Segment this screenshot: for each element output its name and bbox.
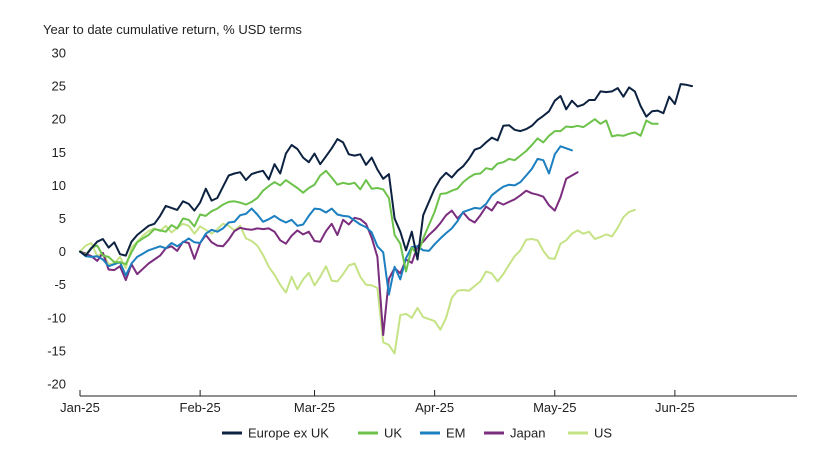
y-tick-label: 30	[52, 46, 66, 61]
y-tick-label: -15	[47, 343, 66, 358]
series-line-em	[79, 145, 573, 296]
legend-label: US	[594, 426, 612, 441]
chart-title: Year to date cumulative return, % USD te…	[43, 22, 302, 37]
y-tick-label: -10	[47, 310, 66, 325]
x-tick-label: Jun-25	[655, 400, 695, 415]
y-tick-label: 15	[52, 145, 66, 160]
y-tick-label: 10	[52, 178, 66, 193]
x-tick-label: May-25	[533, 400, 576, 415]
series-line-uk	[79, 118, 659, 273]
y-tick-label: 20	[52, 112, 66, 127]
y-tick-label: 5	[59, 211, 66, 226]
legend-label: Europe ex UK	[248, 426, 329, 441]
x-axis-ticks: Jan-25 Feb-25 Mar-25 Apr-25 May-25 Jun-25	[60, 390, 695, 415]
y-tick-label: 0	[59, 244, 66, 259]
y-tick-label: -20	[47, 377, 66, 392]
legend-label: UK	[384, 426, 402, 441]
y-tick-label: -5	[54, 277, 66, 292]
series-line-japan	[79, 171, 579, 336]
x-tick-label: Jan-25	[60, 400, 100, 415]
series-line-europe-ex-uk	[79, 83, 693, 261]
x-tick-label: Apr-25	[415, 400, 454, 415]
y-axis-tick-labels: 30 25 20 15 10 5 0 -5 -10 -15 -20	[47, 46, 66, 392]
y-tick-label: 25	[52, 79, 66, 94]
x-tick-label: Mar-25	[294, 400, 335, 415]
series-line-us	[79, 208, 636, 355]
x-tick-label: Feb-25	[180, 400, 221, 415]
legend: Europe ex UK UK EM Japan US	[222, 426, 612, 441]
legend-label: EM	[446, 426, 466, 441]
legend-label: Japan	[510, 426, 545, 441]
series-lines	[79, 83, 693, 355]
